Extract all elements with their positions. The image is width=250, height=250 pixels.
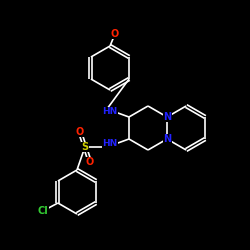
Text: O: O [86, 157, 94, 167]
Text: S: S [82, 142, 88, 152]
Text: O: O [76, 127, 84, 137]
Text: N: N [163, 134, 171, 144]
Text: HN: HN [102, 108, 118, 116]
Text: Cl: Cl [38, 206, 48, 216]
Text: O: O [111, 29, 119, 39]
Text: HN: HN [102, 140, 118, 148]
Text: N: N [163, 112, 171, 122]
